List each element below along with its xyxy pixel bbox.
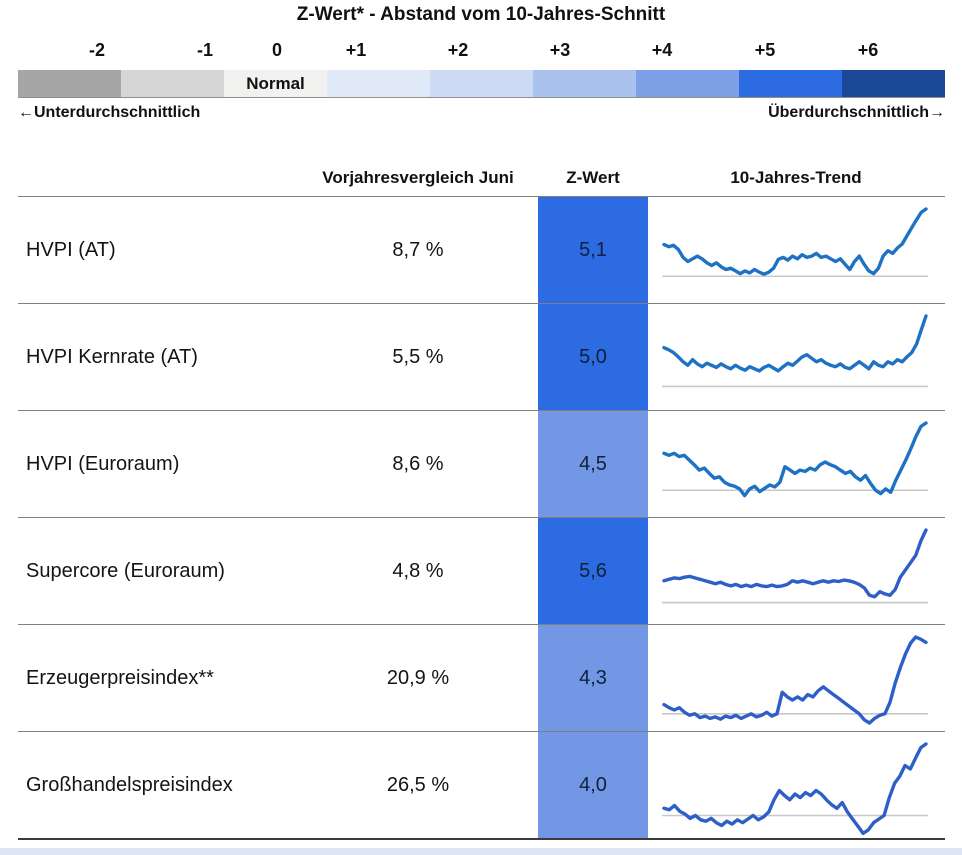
- z-score-cell: 5,1: [538, 197, 648, 303]
- scale-swatch-+6: [842, 70, 945, 97]
- scale-swatch-+1: [327, 70, 430, 97]
- table-body: HVPI (AT) 8,7 % 5,1 HVPI Kernrate (AT) 5,5 %…: [18, 197, 945, 840]
- indicator-table: Vorjahresvergleich Juni Z-Wert 10-Jahres…: [18, 160, 945, 840]
- scale-tick-label: -2: [88, 40, 106, 60]
- scale-tick-label: +4: [651, 40, 673, 60]
- scale-swatch-+3: [533, 70, 636, 97]
- scale-tick-label: -1: [196, 40, 214, 60]
- below-average-label: ←Unterdurchschnittlich: [18, 104, 201, 121]
- yoy-value: 20,9 %: [386, 666, 450, 689]
- ten-year-trend-sparkline: [660, 201, 932, 300]
- scale-swatch-+4: [636, 70, 739, 97]
- table-row: Supercore (Euroraum) 4,8 % 5,6: [18, 518, 945, 625]
- sparkline-path: [662, 421, 928, 498]
- z-score-cell: 4,5: [538, 411, 648, 517]
- indicator-label: HVPI (Euroraum): [26, 452, 180, 475]
- sparkline-path: [662, 635, 928, 725]
- z-score-cell: 4,3: [538, 625, 648, 731]
- z-score-cell: 5,0: [538, 304, 648, 410]
- indicator-label: HVPI Kernrate (AT): [26, 345, 198, 368]
- scale-tick-label: +1: [345, 40, 367, 60]
- sparkline-path: [662, 742, 928, 836]
- scale-captions: ←Unterdurchschnittlich Überdurchschnittl…: [18, 104, 945, 124]
- above-average-label: Überdurchschnittlich→: [768, 104, 945, 121]
- indicator-label: Erzeugerpreisindex**: [26, 666, 214, 689]
- ten-year-trend-sparkline: [660, 522, 932, 621]
- sparkline-path: [662, 528, 928, 599]
- indicator-label: Großhandelspreisindex: [26, 773, 233, 796]
- ten-year-trend-sparkline: [660, 415, 932, 514]
- ten-year-trend-sparkline: [660, 308, 932, 407]
- scale-tick-label: +2: [447, 40, 469, 60]
- scale-tick-row: -2 -1 0 +1 +2 +3 +4 +5 +6: [0, 40, 962, 62]
- yoy-value: 26,5 %: [386, 773, 450, 796]
- scale-tick-label: +5: [754, 40, 776, 60]
- table-row: HVPI (AT) 8,7 % 5,1: [18, 197, 945, 304]
- ten-year-trend-sparkline: [660, 736, 932, 836]
- z-score-color-scale: Normal: [18, 70, 945, 98]
- scale-tick-label: +6: [857, 40, 879, 60]
- sparkline-path: [662, 314, 928, 373]
- normal-label: Normal: [246, 73, 305, 93]
- bottom-strip: [0, 848, 962, 855]
- column-header-yoy: Vorjahresvergleich Juni: [322, 168, 514, 187]
- ten-year-trend-sparkline: [660, 629, 932, 728]
- indicator-label: Supercore (Euroraum): [26, 559, 225, 582]
- yoy-value: 4,8 %: [392, 559, 444, 582]
- table-row: HVPI (Euroraum) 8,6 % 4,5: [18, 411, 945, 518]
- scale-swatch--1: [121, 70, 224, 97]
- indicator-label: HVPI (AT): [26, 238, 116, 261]
- table-row: Großhandelspreisindex 26,5 % 4,0: [18, 732, 945, 838]
- yoy-value: 8,6 %: [392, 452, 444, 475]
- scale-tick-label: 0: [271, 40, 283, 60]
- table-row: Erzeugerpreisindex** 20,9 % 4,3: [18, 625, 945, 732]
- sparkline-path: [662, 207, 928, 276]
- yoy-value: 8,7 %: [392, 238, 444, 261]
- page-title: Z-Wert* - Abstand vom 10-Jahres-Schnitt: [296, 4, 666, 25]
- column-header-trend: 10-Jahres-Trend: [730, 168, 862, 187]
- column-header-zwert: Z-Wert: [566, 168, 620, 187]
- scale-swatch-+2: [430, 70, 533, 97]
- table-row: HVPI Kernrate (AT) 5,5 % 5,0: [18, 304, 945, 411]
- scale-swatch--2: [18, 70, 121, 97]
- z-score-cell: 4,0: [538, 732, 648, 838]
- table-header-row: Vorjahresvergleich Juni Z-Wert 10-Jahres…: [18, 160, 945, 197]
- scale-swatch-+5: [739, 70, 842, 97]
- z-score-cell: 5,6: [538, 518, 648, 624]
- scale-swatch-0: Normal: [224, 70, 327, 97]
- scale-tick-label: +3: [549, 40, 571, 60]
- yoy-value: 5,5 %: [392, 345, 444, 368]
